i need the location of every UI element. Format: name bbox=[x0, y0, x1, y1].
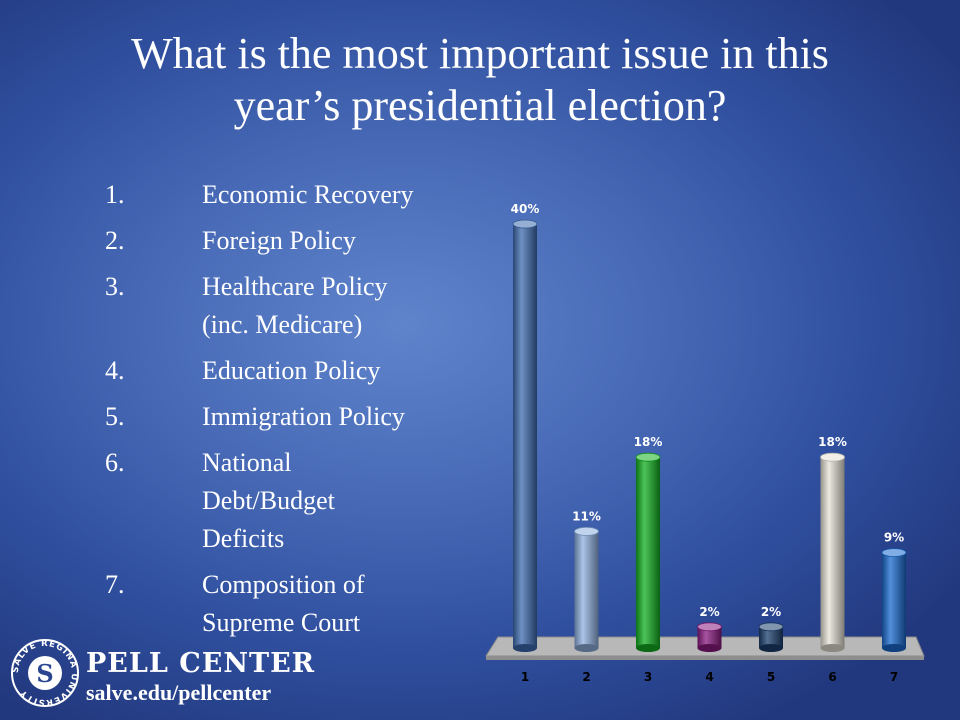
bar-body bbox=[636, 457, 660, 648]
bar-3 bbox=[635, 452, 661, 652]
data-label: 18% bbox=[634, 435, 663, 449]
option-label: National Debt/Budget Deficits bbox=[202, 448, 335, 553]
bar-4 bbox=[697, 622, 722, 652]
option-label: Immigration Policy bbox=[202, 402, 405, 431]
x-tick-label: 1 bbox=[521, 670, 529, 684]
bar-body bbox=[759, 626, 783, 648]
chart-bars bbox=[512, 219, 907, 652]
x-tick-label: 6 bbox=[828, 670, 836, 684]
x-tick-label: 2 bbox=[582, 670, 590, 684]
option-number: 4. bbox=[105, 356, 125, 385]
title-line-2: year’s presidential election? bbox=[233, 81, 727, 130]
chart-data-labels: 40% 11% 18% 2% 2% 18% 9% bbox=[511, 202, 905, 619]
bar-base bbox=[882, 644, 906, 652]
bar-body bbox=[513, 224, 537, 648]
bar-base bbox=[636, 644, 660, 652]
option-number: 7. bbox=[105, 570, 125, 599]
option-item-6: 6. National Debt/Budget Deficits bbox=[105, 444, 465, 558]
title-line-1: What is the most important issue in this bbox=[131, 29, 829, 78]
x-tick-label: 5 bbox=[767, 670, 775, 684]
data-label: 2% bbox=[699, 605, 719, 619]
chart-floor-edge bbox=[486, 656, 924, 660]
option-item-3: 3. Healthcare Policy (inc. Medicare) bbox=[105, 268, 465, 344]
bar-top bbox=[697, 622, 722, 632]
data-label: 18% bbox=[818, 435, 847, 449]
option-label: Foreign Policy bbox=[202, 226, 356, 255]
option-item-7: 7. Composition of Supreme Court bbox=[105, 566, 465, 642]
option-label: Economic Recovery bbox=[202, 180, 414, 209]
bar-base bbox=[697, 644, 722, 652]
svg-text:S: S bbox=[36, 659, 53, 688]
footer-branding: SALVE REGINA UNIVERSITY S PELL CENTER sa… bbox=[10, 636, 340, 716]
bar-base bbox=[574, 644, 599, 652]
data-label: 2% bbox=[761, 605, 781, 619]
chart-x-ticks: 1 2 3 4 5 6 7 bbox=[521, 670, 898, 684]
x-tick-label: 3 bbox=[644, 670, 652, 684]
bar-top bbox=[512, 219, 538, 229]
option-number: 2. bbox=[105, 226, 125, 255]
bar-body bbox=[882, 552, 906, 648]
bar-base bbox=[513, 644, 537, 652]
option-item-2: 2. Foreign Policy bbox=[105, 222, 465, 260]
bar-body bbox=[697, 626, 722, 648]
option-label: Composition of Supreme Court bbox=[202, 570, 365, 637]
option-number: 5. bbox=[105, 402, 125, 431]
option-item-4: 4. Education Policy bbox=[105, 352, 465, 390]
option-label: Healthcare Policy (inc. Medicare) bbox=[202, 272, 388, 339]
bar-6 bbox=[820, 452, 845, 652]
bar-top bbox=[820, 452, 845, 462]
bar-body bbox=[574, 531, 599, 648]
bar-top bbox=[881, 548, 907, 558]
bar-5 bbox=[758, 622, 784, 652]
data-label: 11% bbox=[572, 509, 601, 523]
data-label: 40% bbox=[511, 202, 540, 216]
bar-top bbox=[574, 526, 599, 536]
bar-7 bbox=[881, 548, 907, 652]
option-label: Education Policy bbox=[202, 356, 381, 385]
bar-chart: 40% 11% 18% 2% 2% 18% 9% 1 2 3 4 5 6 7 bbox=[485, 202, 925, 684]
option-item-5: 5. Immigration Policy bbox=[105, 398, 465, 436]
option-number: 6. bbox=[105, 448, 125, 477]
x-tick-label: 4 bbox=[705, 670, 713, 684]
university-seal-logo: SALVE REGINA UNIVERSITY S bbox=[11, 639, 79, 707]
bar-base bbox=[759, 644, 783, 652]
slide-title: What is the most important issue in this… bbox=[30, 28, 930, 132]
pell-center-brand: PELL CENTER bbox=[86, 648, 316, 679]
option-item-1: 1. Economic Recovery bbox=[105, 176, 465, 214]
data-label: 9% bbox=[884, 531, 904, 545]
x-tick-label: 7 bbox=[890, 670, 898, 684]
bar-body bbox=[820, 457, 845, 648]
option-number: 3. bbox=[105, 272, 125, 301]
answer-options-list: 1. Economic Recovery 2. Foreign Policy 3… bbox=[105, 176, 465, 650]
bar-1 bbox=[512, 219, 538, 652]
bar-2 bbox=[574, 526, 599, 652]
bar-top bbox=[758, 622, 784, 632]
option-number: 1. bbox=[105, 180, 125, 209]
pell-center-url: salve.edu/pellcenter bbox=[86, 680, 272, 705]
bar-top bbox=[635, 452, 661, 462]
bar-base bbox=[820, 644, 845, 652]
